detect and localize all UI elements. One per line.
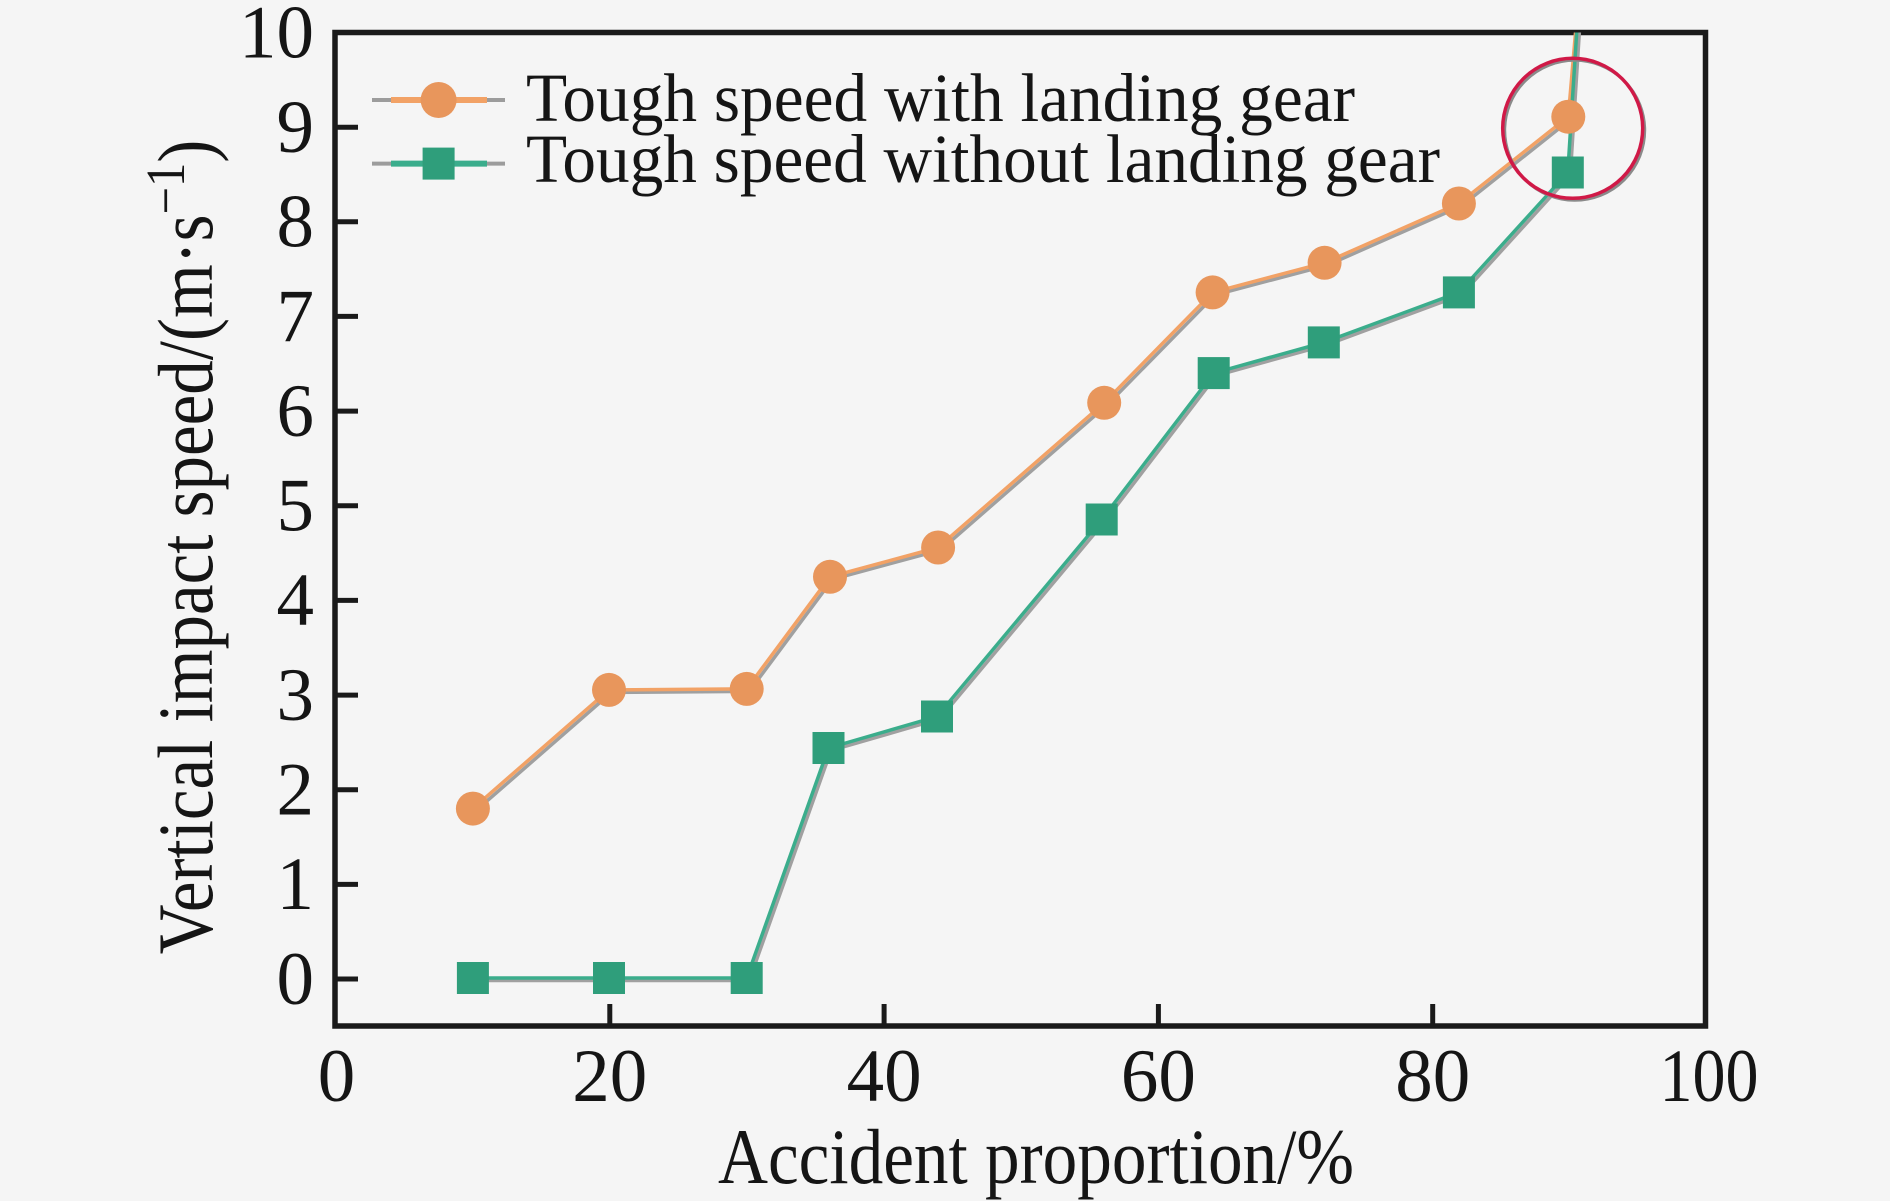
svg-text:3: 3 bbox=[277, 654, 315, 737]
svg-text:1: 1 bbox=[277, 843, 315, 926]
svg-text:Tough speed without landing ge: Tough speed without landing gear bbox=[526, 121, 1440, 197]
svg-text:60: 60 bbox=[1121, 1035, 1196, 1118]
svg-text:5: 5 bbox=[277, 465, 315, 548]
svg-text:6: 6 bbox=[277, 370, 315, 453]
svg-text:4: 4 bbox=[277, 559, 315, 642]
svg-text:0: 0 bbox=[318, 1035, 356, 1118]
svg-text:Vertical impact speed/(m·s−1): Vertical impact speed/(m·s−1) bbox=[136, 140, 229, 955]
svg-text:20: 20 bbox=[572, 1035, 647, 1118]
svg-text:8: 8 bbox=[277, 181, 315, 264]
svg-text:Accident proportion/%: Accident proportion/% bbox=[718, 1113, 1354, 1200]
svg-text:100: 100 bbox=[1660, 1035, 1759, 1118]
svg-text:10: 10 bbox=[239, 0, 314, 74]
svg-text:40: 40 bbox=[847, 1035, 922, 1118]
svg-text:0: 0 bbox=[277, 938, 315, 1021]
svg-text:Tough speed with landing gear: Tough speed with landing gear bbox=[526, 60, 1355, 136]
svg-text:2: 2 bbox=[277, 749, 315, 832]
svg-text:9: 9 bbox=[277, 86, 315, 169]
svg-text:7: 7 bbox=[277, 275, 315, 358]
svg-text:80: 80 bbox=[1395, 1035, 1470, 1118]
